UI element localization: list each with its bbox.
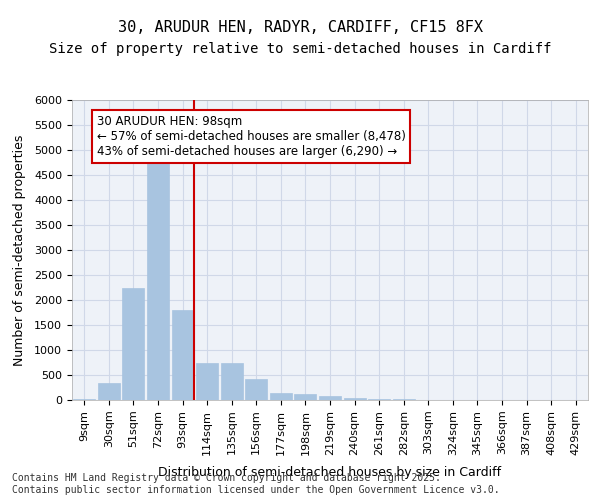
Bar	[245, 378, 268, 400]
Text: 30, ARUDUR HEN, RADYR, CARDIFF, CF15 8FX: 30, ARUDUR HEN, RADYR, CARDIFF, CF15 8FX	[118, 20, 482, 35]
Bar	[122, 288, 145, 400]
Text: Contains HM Land Registry data © Crown copyright and database right 2025.
Contai: Contains HM Land Registry data © Crown c…	[12, 474, 500, 495]
Bar	[344, 398, 365, 400]
Bar	[221, 362, 243, 400]
Bar	[73, 398, 95, 400]
Bar	[172, 310, 194, 400]
Text: Size of property relative to semi-detached houses in Cardiff: Size of property relative to semi-detach…	[49, 42, 551, 56]
Text: 30 ARUDUR HEN: 98sqm
← 57% of semi-detached houses are smaller (8,478)
43% of se: 30 ARUDUR HEN: 98sqm ← 57% of semi-detac…	[97, 115, 406, 158]
Bar	[295, 394, 316, 400]
Bar	[98, 382, 120, 400]
Bar	[196, 362, 218, 400]
Bar	[147, 152, 169, 400]
Bar	[319, 396, 341, 400]
Bar	[368, 398, 390, 400]
Bar	[392, 399, 415, 400]
Y-axis label: Number of semi-detached properties: Number of semi-detached properties	[13, 134, 26, 366]
Bar	[270, 392, 292, 400]
X-axis label: Distribution of semi-detached houses by size in Cardiff: Distribution of semi-detached houses by …	[158, 466, 502, 479]
